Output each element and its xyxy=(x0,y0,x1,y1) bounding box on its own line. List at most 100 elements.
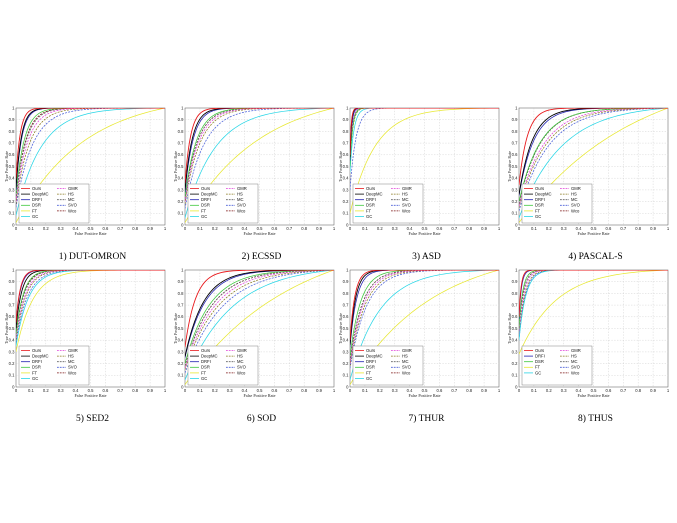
x-tick-label: 0.5 xyxy=(591,226,597,231)
y-axis-label: True Positive Rate xyxy=(4,151,9,182)
roc-line-dsr xyxy=(350,108,499,167)
legend-label-mc: MC xyxy=(571,359,578,364)
legend-label-ft: FT xyxy=(201,370,207,375)
x-tick-label: 0.3 xyxy=(58,388,64,393)
x-tick-label: 0.8 xyxy=(635,226,641,231)
x-tick-label: 0.2 xyxy=(377,226,383,231)
y-tick-label: 0.5 xyxy=(512,164,518,169)
legend-label-dsr: DSR xyxy=(535,203,544,208)
legend-label-gc: GC xyxy=(366,214,372,219)
legend-label-wco: Wco xyxy=(237,208,246,213)
panel-caption: 7) THUR xyxy=(409,413,446,424)
legend-label-deepmc: DeepMC xyxy=(32,192,49,197)
x-tick-label: 1 xyxy=(667,226,670,231)
roc-line-dsr xyxy=(16,270,165,335)
x-tick-label: 0.9 xyxy=(481,226,487,231)
y-tick-label: 0.9 xyxy=(178,117,184,122)
x-tick-label: 0 xyxy=(184,226,187,231)
roc-line-ours xyxy=(185,270,334,348)
y-tick-label: 1 xyxy=(346,105,349,110)
y-tick-label: 0.6 xyxy=(512,152,518,157)
y-tick-label: 0.5 xyxy=(343,326,349,331)
legend-label-ft: FT xyxy=(32,370,38,375)
y-tick-label: 0.9 xyxy=(178,279,184,284)
x-tick-label: 0.1 xyxy=(531,226,537,231)
legend-label-wco: Wco xyxy=(68,370,77,375)
x-tick-label: 0.2 xyxy=(546,388,552,393)
legend-label-hs: HS xyxy=(402,354,408,359)
x-tick-label: 0.3 xyxy=(561,226,567,231)
y-tick-label: 0.6 xyxy=(9,152,15,157)
x-tick-label: 1 xyxy=(498,226,501,231)
x-tick-label: 1 xyxy=(333,388,336,393)
legend-label-dsr: DSR xyxy=(32,203,41,208)
y-tick-label: 0 xyxy=(346,384,349,389)
x-tick-label: 0.4 xyxy=(242,226,248,231)
x-tick-label: 0.8 xyxy=(635,388,641,393)
x-tick-label: 0.2 xyxy=(212,226,218,231)
x-tick-label: 0.3 xyxy=(227,226,233,231)
legend-label-deepmc: DeepMC xyxy=(366,354,383,359)
panel-caption: 6) SOD xyxy=(247,413,276,424)
panel-caption: 1) DUT-OMRON xyxy=(59,251,127,262)
y-tick-label: 0.5 xyxy=(178,326,184,331)
legend-label-hs: HS xyxy=(237,192,243,197)
y-tick-label: 0.7 xyxy=(9,303,15,308)
y-tick-label: 0.8 xyxy=(178,291,184,296)
x-tick-label: 0.8 xyxy=(301,388,307,393)
y-axis-label: True Positive Rate xyxy=(338,313,343,344)
x-tick-label: 0 xyxy=(15,226,18,231)
chart-panel-8-thus: 0 0.1 0.2 0.3 0.4 0.5 0.6 0.7 0.8 0.9 1 0 0.1 0.2 0.3 0… xyxy=(507,267,670,424)
y-tick-label: 0 xyxy=(181,222,184,227)
legend-label-hs: HS xyxy=(68,354,74,359)
legend-label-gc: GC xyxy=(535,214,541,219)
legend-label-gc: GC xyxy=(366,376,372,381)
roc-line-gmr xyxy=(16,270,165,338)
y-tick-label: 0.1 xyxy=(178,211,184,216)
y-tick-label: 0.3 xyxy=(512,349,518,354)
legend-label-gmr: GMR xyxy=(571,348,581,353)
y-tick-label: 0.3 xyxy=(178,187,184,192)
legend-label-mc: MC xyxy=(571,197,578,202)
x-tick-label: 0.9 xyxy=(481,388,487,393)
legend-label-ours: Ours xyxy=(201,186,210,191)
y-tick-label: 0.1 xyxy=(343,373,349,378)
legend-label-deepmc: DeepMC xyxy=(535,192,552,197)
roc-line-ours xyxy=(185,108,334,183)
legend-label-drfi: DRFI xyxy=(201,359,211,364)
x-tick-label: 0.1 xyxy=(197,388,203,393)
y-tick-label: 0.8 xyxy=(343,291,349,296)
x-tick-label: 0.1 xyxy=(197,226,203,231)
x-tick-label: 0.4 xyxy=(407,388,413,393)
x-tick-label: 1 xyxy=(333,226,336,231)
roc-line-hs xyxy=(185,270,334,370)
legend-label-svo: SVO xyxy=(237,365,247,370)
legend-label-dsr: DSR xyxy=(366,203,375,208)
legend-label-mc: MC xyxy=(402,359,409,364)
chart-panel-7-thur: 0 0.1 0.2 0.3 0.4 0.5 0.6 0.7 0.8 0.9 1 0 0.1 0.2 0.3 0… xyxy=(338,267,501,424)
legend-label-ft: FT xyxy=(535,365,541,370)
y-axis-label: True Positive Rate xyxy=(507,313,512,344)
panel-caption: 4) PASCAL-S xyxy=(568,251,622,262)
x-tick-label: 0.9 xyxy=(650,388,656,393)
y-tick-label: 0.8 xyxy=(343,129,349,134)
legend-label-drfi: DRFI xyxy=(32,197,42,202)
legend-label-ours: Ours xyxy=(32,348,41,353)
roc-line-dsr xyxy=(16,108,165,195)
x-tick-label: 1 xyxy=(164,388,167,393)
y-tick-label: 0.8 xyxy=(178,129,184,134)
y-tick-label: 0.2 xyxy=(178,361,184,366)
roc-line-ours xyxy=(350,108,499,155)
roc-line-gmr xyxy=(185,108,334,202)
legend-label-drfi: DRFI xyxy=(535,354,545,359)
y-tick-label: 0.7 xyxy=(512,141,518,146)
x-tick-label: 0.3 xyxy=(392,226,398,231)
legend-label-gmr: GMR xyxy=(402,348,412,353)
roc-line-deepmc xyxy=(185,108,334,190)
y-tick-label: 0 xyxy=(515,384,518,389)
x-tick-label: 1 xyxy=(164,226,167,231)
x-tick-label: 0.7 xyxy=(620,226,626,231)
y-tick-label: 0.4 xyxy=(178,338,184,343)
x-tick-label: 0.7 xyxy=(117,388,123,393)
y-tick-label: 1 xyxy=(346,267,349,272)
